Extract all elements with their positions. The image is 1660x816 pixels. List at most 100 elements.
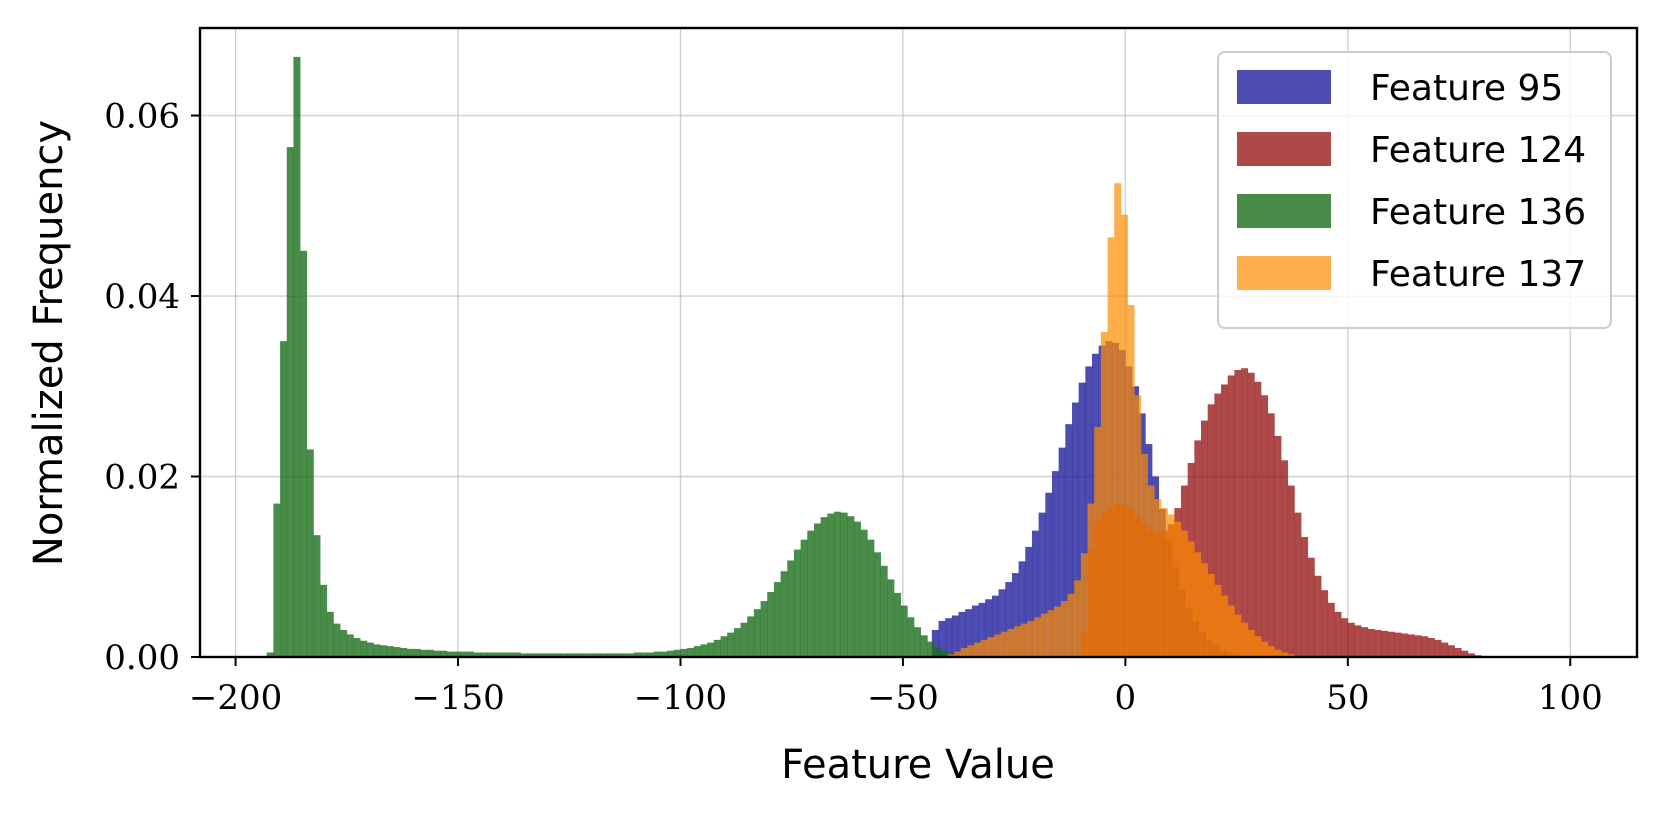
histogram-bar — [954, 651, 962, 657]
histogram-bar — [506, 652, 514, 657]
histogram-bar — [1014, 626, 1022, 657]
histogram-bar — [720, 636, 728, 657]
y-axis-title: Normalized Frequency — [26, 120, 72, 566]
histogram-bar — [700, 644, 708, 657]
histogram-bar — [1154, 499, 1162, 657]
histogram-bar — [473, 652, 481, 657]
histogram-bar — [958, 611, 966, 657]
histogram-bar — [965, 609, 973, 657]
histogram-bar — [1394, 632, 1402, 657]
histogram-bar — [1387, 631, 1395, 657]
legend-label: Feature 136 — [1370, 192, 1586, 233]
histogram-bar — [667, 650, 675, 657]
histogram-bar — [934, 647, 942, 657]
histogram-bar — [567, 653, 575, 657]
histogram-bar — [980, 639, 988, 657]
histogram-bar — [266, 652, 274, 657]
x-tick-label: −50 — [867, 678, 939, 718]
histogram-bar — [1241, 622, 1249, 657]
x-tick-label: 100 — [1538, 678, 1603, 718]
histogram-bar — [1254, 381, 1262, 657]
histogram-bar — [1301, 536, 1309, 657]
histogram-bar — [1071, 402, 1079, 657]
y-tick-label: 0.02 — [104, 458, 180, 498]
histogram-bar — [1031, 530, 1039, 657]
histogram-bar — [1281, 652, 1289, 657]
histogram-bar — [1100, 332, 1108, 657]
histogram-bar — [1261, 641, 1269, 657]
histogram-bar — [540, 653, 548, 657]
histogram-bar — [1414, 635, 1422, 657]
histogram-bar — [971, 605, 979, 657]
histogram-bar — [760, 601, 768, 657]
histogram-bar — [480, 652, 488, 657]
histogram-bar — [613, 653, 621, 657]
histogram-bar — [1454, 647, 1462, 657]
histogram-bar — [827, 513, 835, 657]
histogram-bar — [1401, 633, 1409, 657]
histogram-bar — [1214, 584, 1222, 657]
histogram-bar — [633, 652, 641, 657]
histogram-bar — [1367, 629, 1375, 657]
histogram-bar — [1221, 595, 1228, 657]
histogram-bar — [1207, 404, 1215, 657]
histogram-bar — [713, 639, 721, 657]
histogram-bar — [951, 615, 959, 657]
histogram-bar — [787, 560, 795, 657]
histogram-bar — [373, 644, 381, 657]
histogram-bar — [1051, 471, 1059, 657]
histogram-bar — [907, 617, 915, 657]
histogram-bar — [647, 652, 655, 657]
histogram-bar — [660, 651, 668, 657]
histogram-bar — [767, 592, 775, 657]
histogram-bar — [707, 642, 715, 657]
histogram-bar — [1114, 183, 1122, 657]
histogram-bar — [1025, 546, 1033, 657]
histogram-bar — [520, 653, 528, 657]
histogram-bar — [985, 599, 993, 657]
histogram-bar — [1214, 393, 1222, 657]
histogram-bar — [326, 611, 334, 657]
histogram-bar — [1407, 634, 1415, 657]
histogram-bar — [640, 652, 648, 657]
histogram-bar — [1221, 384, 1228, 657]
histogram-bar — [1381, 630, 1389, 657]
histogram-bar — [807, 530, 815, 657]
histogram-bar — [280, 341, 288, 657]
histogram-bar — [1047, 610, 1055, 657]
histogram-bar — [1227, 375, 1235, 657]
histogram-bar — [1234, 614, 1242, 657]
histogram-bar — [1341, 618, 1349, 657]
histogram-bar — [1180, 530, 1188, 657]
histogram-bar — [853, 521, 861, 657]
histogram-bar — [1134, 395, 1142, 657]
histogram-bar — [1241, 368, 1249, 657]
histogram-bar — [1107, 237, 1115, 658]
histogram-bar — [733, 628, 741, 657]
histogram-bar — [553, 653, 561, 657]
histogram-bar — [1074, 580, 1082, 657]
histogram-bar — [620, 653, 628, 657]
histogram-bar — [914, 627, 922, 657]
histogram-bar — [680, 648, 688, 657]
histogram-bar — [747, 616, 755, 657]
histogram-bar — [446, 651, 454, 657]
histogram-bar — [426, 649, 434, 657]
histogram-bar — [860, 529, 868, 657]
histogram-bar — [1147, 485, 1155, 657]
histogram-bar — [1361, 627, 1369, 657]
histogram-bar — [1274, 649, 1282, 657]
histogram-bar — [400, 647, 408, 657]
histogram-bar — [1058, 447, 1066, 657]
histogram-bar — [1247, 372, 1255, 657]
histogram-bar — [780, 571, 788, 657]
histogram-bar — [1307, 557, 1315, 657]
histogram-bar — [1267, 646, 1275, 657]
histogram-bar — [1194, 552, 1202, 657]
histogram-bar — [880, 565, 888, 657]
histogram-bar — [998, 589, 1006, 657]
histogram-bar — [1207, 573, 1215, 657]
histogram-bar — [587, 653, 595, 657]
histogram-bar — [1038, 512, 1046, 657]
histogram-bar — [1467, 653, 1475, 657]
